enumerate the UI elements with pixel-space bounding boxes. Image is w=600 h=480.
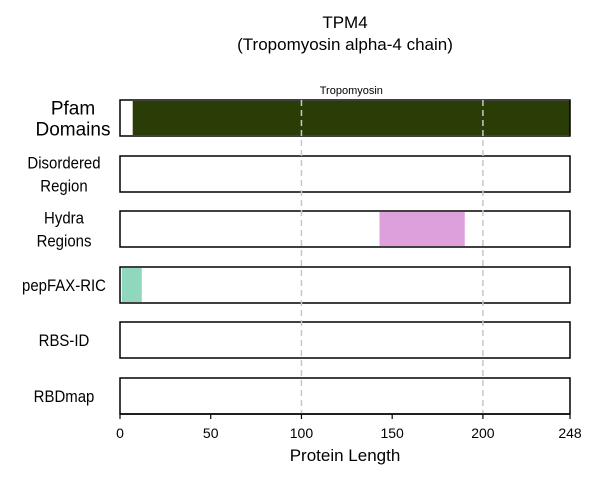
track-label-line: Domains	[36, 120, 111, 141]
track-border	[119, 266, 571, 304]
gridlines	[300, 100, 484, 414]
track-background	[120, 378, 570, 414]
x-tick-label: 248	[558, 425, 582, 441]
track-label-line: Hydra	[44, 210, 84, 228]
track-label-line: RBS-ID	[39, 332, 90, 350]
track-background	[120, 211, 570, 247]
x-axis-label: Protein Length	[290, 446, 401, 465]
chart-subtitle: (Tropomyosin alpha-4 chain)	[237, 35, 453, 54]
track-label: RBDmap	[34, 388, 95, 406]
track-label: Disordered Region	[27, 155, 100, 196]
domain-segment	[121, 268, 142, 302]
chart-title-group: TPM4 (Tropomyosin alpha-4 chain)	[237, 13, 453, 54]
track-label: Hydra Regions	[37, 210, 92, 251]
track-background	[120, 156, 570, 192]
track-row: pepFAX-RIC	[22, 266, 571, 304]
track-row: Hydra Regions	[37, 210, 571, 251]
track-label: pepFAX-RIC	[22, 277, 106, 295]
track-row: Tropomyosin Pfam Domains	[36, 85, 571, 141]
track-border	[119, 321, 571, 359]
track-label-line: Region	[40, 178, 87, 196]
track-label-line: Pfam	[51, 99, 95, 120]
track-label-line: Regions	[37, 233, 92, 251]
x-tick-label: 200	[471, 425, 495, 441]
track-label: RBS-ID	[39, 332, 90, 350]
track-label-line: pepFAX-RIC	[22, 277, 106, 295]
domain-segment	[379, 212, 465, 246]
track-background	[120, 267, 570, 303]
track-label: Pfam Domains	[36, 99, 111, 141]
x-axis: 0 50 100 150 200 248	[116, 413, 582, 441]
tracks: Tropomyosin Pfam Domains Disordered Region Hy…	[22, 85, 571, 415]
domain-label: Tropomyosin	[320, 85, 383, 97]
x-tick-label: 150	[380, 425, 404, 441]
track-row: Disordered Region	[27, 155, 571, 196]
track-background	[120, 322, 570, 358]
track-label-line: Disordered	[27, 155, 100, 173]
track-border	[119, 155, 571, 193]
track-row: RBS-ID	[39, 321, 571, 359]
track-border	[119, 210, 571, 248]
chart-title: TPM4	[322, 13, 367, 32]
domain-segment	[132, 101, 571, 135]
x-tick-label: 0	[116, 425, 124, 441]
x-tick-label: 100	[290, 425, 314, 441]
track-label-line: RBDmap	[34, 388, 95, 406]
track-border	[119, 99, 571, 137]
x-tick-label: 50	[203, 425, 219, 441]
